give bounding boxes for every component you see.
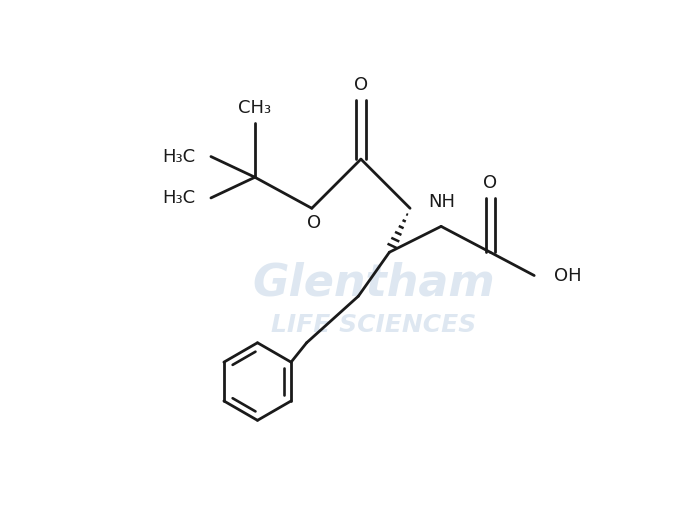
Text: O: O <box>308 214 322 232</box>
Text: LIFE SCIENCES: LIFE SCIENCES <box>271 313 477 336</box>
Text: OH: OH <box>554 267 581 284</box>
Text: Glentham: Glentham <box>253 262 496 305</box>
Text: H₃C: H₃C <box>162 189 196 207</box>
Text: O: O <box>354 76 368 94</box>
Text: NH: NH <box>428 193 455 211</box>
Text: CH₃: CH₃ <box>238 99 271 118</box>
Text: H₃C: H₃C <box>162 148 196 165</box>
Text: O: O <box>483 174 498 192</box>
